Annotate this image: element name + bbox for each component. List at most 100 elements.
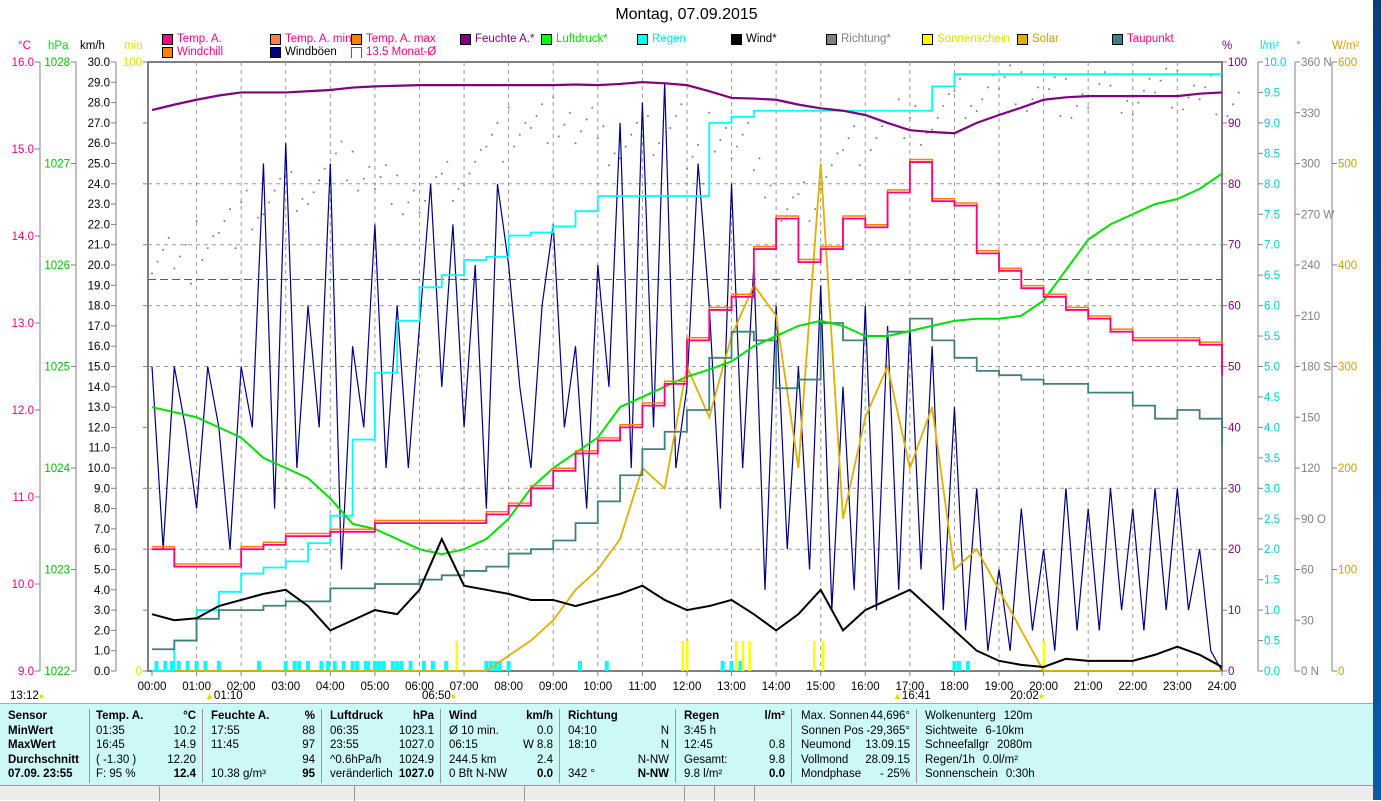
- cell-label: 06:35: [330, 724, 359, 737]
- header-unit: km/h: [526, 710, 553, 722]
- rain-event-bar: [332, 661, 337, 671]
- rain-event-bar: [185, 661, 190, 671]
- legend-item: Wind*: [731, 33, 777, 45]
- direction-point: [741, 133, 744, 136]
- direction-point: [178, 255, 181, 258]
- cell-label: 23:55: [330, 739, 359, 751]
- cell-label: ^0.6hPa/h: [330, 753, 382, 766]
- rain-event-bar: [390, 661, 395, 671]
- direction-point: [307, 203, 310, 206]
- rain-event-bar: [350, 661, 355, 671]
- legend-label: 13.5 Monat-Ø: [366, 46, 437, 58]
- direction-point: [942, 104, 945, 107]
- direction-point: [1103, 71, 1106, 74]
- rain-event-bar: [729, 661, 734, 671]
- cell-label: Vollmond: [801, 753, 849, 766]
- rain-tick-label: 7.0: [1264, 240, 1280, 252]
- sunshine-bar: [734, 641, 738, 671]
- table-row: 342 ° N-NW: [562, 767, 675, 782]
- table-row: 11:45 97: [205, 738, 321, 753]
- direction-point: [970, 104, 973, 107]
- rain-event-bar: [319, 661, 324, 671]
- rain-event-bar: [720, 661, 725, 671]
- direction-point: [1220, 76, 1223, 79]
- x-tick-label: 01:00: [182, 681, 211, 693]
- direction-point: [953, 89, 956, 92]
- table-header: Temp. A. °C: [90, 709, 202, 724]
- direction-point: [1181, 108, 1184, 111]
- direction-point: [752, 169, 755, 172]
- direction-point: [897, 98, 900, 101]
- direction-point: [680, 103, 683, 106]
- direction-tick-label: 150: [1301, 412, 1320, 424]
- direction-point: [234, 247, 237, 250]
- cell-label: Gesamt:: [684, 753, 728, 766]
- pressure-tick-label: 1028: [44, 57, 70, 69]
- rain-event-bar: [355, 661, 360, 671]
- direction-point: [223, 220, 226, 223]
- direction-point: [1159, 79, 1162, 82]
- wind-tick-label: 1.0: [94, 646, 110, 658]
- cell-label: 01:35: [96, 724, 125, 737]
- direction-point: [585, 118, 588, 121]
- rain-tick-label: 4.5: [1264, 392, 1280, 404]
- rain-event-bar: [170, 661, 175, 671]
- rain-event-bar: [216, 661, 221, 671]
- table-row: Schneefallgr 2080m: [919, 738, 1049, 753]
- sunmin-tick-label: 0: [136, 666, 142, 678]
- wind-tick-label: 12.0: [88, 422, 110, 434]
- direction-tick-label: 0 N: [1301, 666, 1319, 678]
- direction-point: [1215, 113, 1218, 116]
- temp-tick-label: 11.0: [12, 492, 34, 504]
- direction-point: [1142, 89, 1145, 92]
- cell-label: 12:45: [684, 739, 713, 751]
- solar-tick-label: 500: [1338, 159, 1357, 171]
- direction-point: [245, 189, 248, 192]
- solar-tick-label: 0: [1338, 666, 1344, 678]
- wind-tick-label: 3.0: [94, 605, 110, 617]
- legend-label: Wind*: [746, 33, 777, 45]
- wind-tick-label: 16.0: [88, 341, 110, 353]
- direction-point: [240, 201, 243, 204]
- sunshine-bar: [681, 641, 685, 671]
- direction-point: [518, 133, 521, 136]
- direction-point: [412, 189, 415, 192]
- axis-unit-deg: °: [1296, 40, 1301, 52]
- direction-point: [546, 142, 549, 145]
- solar-tick-label: 300: [1338, 362, 1357, 374]
- rain-event-bar: [577, 661, 582, 671]
- cell-value: 1027.0: [398, 739, 434, 751]
- cell-value: 0.0l/m²: [982, 753, 1019, 766]
- table-row: ^0.6hPa/h 1024.9: [324, 753, 440, 768]
- table-row: 94: [205, 753, 321, 768]
- legend-label: Taupunkt: [1127, 33, 1174, 45]
- legend-item: Temp. A. max: [351, 33, 436, 45]
- direction-point: [574, 142, 577, 145]
- cell-label: 9.8 l/m²: [684, 768, 723, 780]
- rain-event-bar: [256, 661, 261, 671]
- direction-point: [630, 133, 633, 136]
- x-tick-label: 06:00: [405, 681, 434, 693]
- direction-point: [1020, 71, 1023, 74]
- direction-point: [496, 121, 499, 124]
- legend-label: Solar: [1032, 33, 1059, 45]
- legend-swatch: [162, 33, 173, 45]
- pressure-tick-label: 1024: [44, 463, 70, 475]
- header-label: Richtung: [568, 710, 618, 722]
- table-header: Sensor: [2, 709, 89, 724]
- direction-point: [351, 150, 354, 153]
- direction-point: [273, 189, 276, 192]
- direction-point: [468, 172, 471, 175]
- rain-event-bar: [297, 661, 302, 671]
- direction-point: [451, 199, 454, 202]
- header-unit: %: [304, 710, 315, 722]
- direction-point: [847, 137, 850, 140]
- cell-label: Max. Sonnen: [801, 710, 869, 722]
- cell-label: F: 95 %: [96, 768, 136, 780]
- rain-event-bar: [484, 661, 489, 671]
- legend-swatch: [922, 33, 933, 45]
- gust-series: [151, 82, 1223, 672]
- cell-label: 342 °: [568, 768, 595, 780]
- x-tick-label: 03:00: [271, 681, 300, 693]
- legend-label: Temp. A.: [177, 33, 222, 45]
